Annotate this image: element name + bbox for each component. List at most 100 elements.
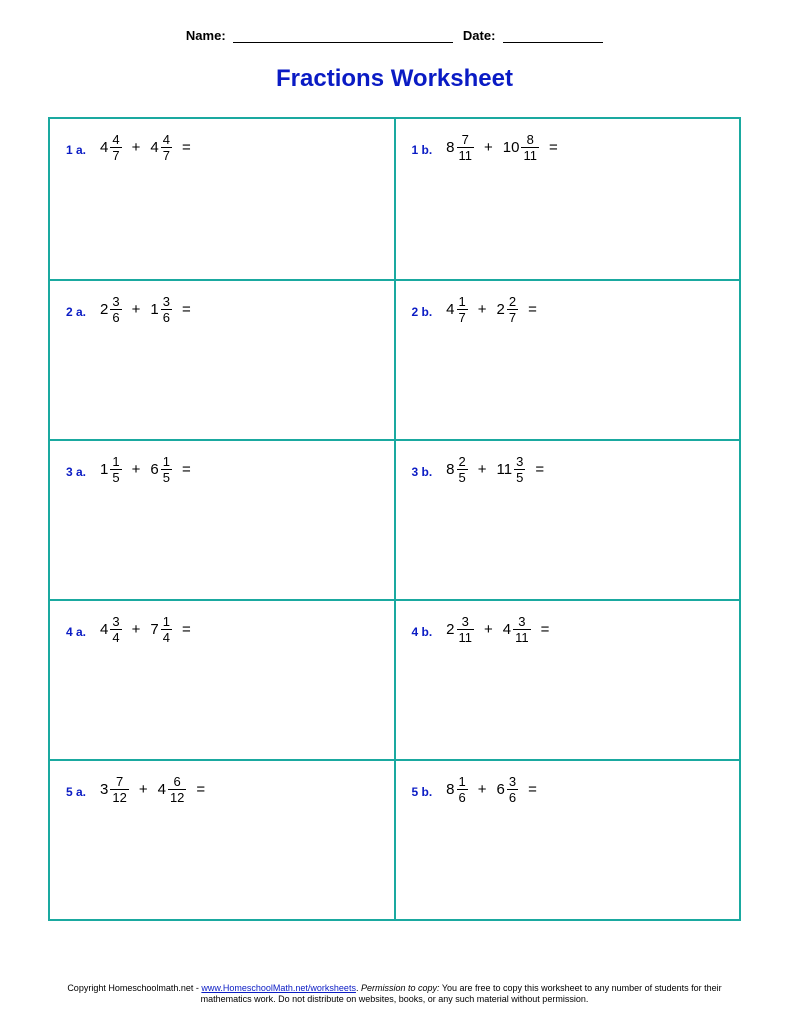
problem-label: 2 b. bbox=[412, 305, 433, 319]
mixed-number: 136 bbox=[150, 295, 172, 324]
mixed-number: 816 bbox=[446, 775, 468, 804]
mixed-number: 615 bbox=[150, 455, 172, 484]
whole-part: 4 bbox=[158, 781, 166, 798]
fraction: 36 bbox=[161, 295, 172, 324]
header-line: Name: Date: bbox=[48, 28, 741, 43]
mixed-number: 4612 bbox=[158, 775, 187, 804]
whole-part: 3 bbox=[100, 781, 108, 798]
fraction: 15 bbox=[110, 455, 121, 484]
page-title: Fractions Worksheet bbox=[48, 65, 741, 93]
denominator: 7 bbox=[161, 147, 172, 162]
problem-cell: 1 a.447+447= bbox=[50, 119, 394, 279]
denominator: 5 bbox=[457, 469, 468, 484]
numerator: 7 bbox=[114, 775, 125, 789]
fraction: 47 bbox=[161, 133, 172, 162]
equals-sign: = bbox=[182, 461, 191, 478]
operator: + bbox=[478, 301, 487, 318]
mixed-number: 4311 bbox=[503, 615, 531, 644]
fraction: 36 bbox=[507, 775, 518, 804]
problem-row: 2 a.236+136=2 b.417+227= bbox=[50, 279, 739, 439]
denominator: 11 bbox=[457, 629, 475, 644]
problem-row: 4 a.434+714=4 b.2311+4311= bbox=[50, 599, 739, 759]
whole-part: 4 bbox=[150, 139, 158, 156]
denominator: 5 bbox=[110, 469, 121, 484]
footer-permission-label: Permission to copy: bbox=[361, 983, 440, 993]
mixed-number: 8711 bbox=[446, 133, 474, 162]
denominator: 12 bbox=[110, 789, 128, 804]
numerator: 7 bbox=[460, 133, 471, 147]
mixed-number: 434 bbox=[100, 615, 122, 644]
numerator: 3 bbox=[460, 615, 471, 629]
fraction: 15 bbox=[161, 455, 172, 484]
denominator: 6 bbox=[161, 309, 172, 324]
whole-part: 4 bbox=[503, 621, 511, 638]
mixed-number: 447 bbox=[100, 133, 122, 162]
problem-label: 1 a. bbox=[66, 143, 86, 157]
denominator: 6 bbox=[507, 789, 518, 804]
problem-label: 4 a. bbox=[66, 625, 86, 639]
mixed-number: 3712 bbox=[100, 775, 129, 804]
whole-part: 2 bbox=[497, 301, 505, 318]
expression: 417+227= bbox=[446, 295, 541, 324]
fraction: 14 bbox=[161, 615, 172, 644]
numerator: 6 bbox=[172, 775, 183, 789]
numerator: 4 bbox=[110, 133, 121, 147]
numerator: 3 bbox=[161, 295, 172, 309]
whole-part: 11 bbox=[497, 461, 513, 478]
footer-link[interactable]: www.HomeschoolMath.net/worksheets bbox=[201, 983, 356, 993]
numerator: 3 bbox=[110, 295, 121, 309]
denominator: 4 bbox=[110, 629, 121, 644]
mixed-number: 115 bbox=[100, 455, 122, 484]
mixed-number: 2311 bbox=[446, 615, 474, 644]
denominator: 7 bbox=[457, 309, 468, 324]
operator: + bbox=[478, 781, 487, 798]
name-blank bbox=[233, 30, 453, 43]
whole-part: 7 bbox=[150, 621, 158, 638]
numerator: 1 bbox=[161, 455, 172, 469]
fraction: 36 bbox=[110, 295, 121, 324]
mixed-number: 714 bbox=[150, 615, 172, 644]
whole-part: 6 bbox=[150, 461, 158, 478]
equals-sign: = bbox=[541, 621, 550, 638]
whole-part: 1 bbox=[150, 301, 158, 318]
equals-sign: = bbox=[196, 781, 205, 798]
denominator: 6 bbox=[457, 789, 468, 804]
mixed-number: 447 bbox=[150, 133, 172, 162]
numerator: 1 bbox=[161, 615, 172, 629]
equals-sign: = bbox=[182, 301, 191, 318]
numerator: 3 bbox=[516, 615, 527, 629]
whole-part: 8 bbox=[446, 139, 454, 156]
denominator: 11 bbox=[521, 147, 539, 162]
fraction: 612 bbox=[168, 775, 186, 804]
operator: + bbox=[132, 621, 141, 638]
mixed-number: 417 bbox=[446, 295, 468, 324]
problem-cell: 5 a.3712+4612= bbox=[50, 761, 394, 919]
date-label: Date: bbox=[463, 28, 496, 43]
expression: 3712+4612= bbox=[100, 775, 209, 804]
denominator: 7 bbox=[507, 309, 518, 324]
problem-label: 5 b. bbox=[412, 785, 433, 799]
numerator: 1 bbox=[457, 295, 468, 309]
denominator: 5 bbox=[514, 469, 525, 484]
expression: 434+714= bbox=[100, 615, 195, 644]
whole-part: 1 bbox=[100, 461, 108, 478]
denominator: 4 bbox=[161, 629, 172, 644]
footer: Copyright Homeschoolmath.net - www.Homes… bbox=[48, 983, 741, 1006]
fraction: 34 bbox=[110, 615, 121, 644]
problem-label: 5 a. bbox=[66, 785, 86, 799]
operator: + bbox=[478, 461, 487, 478]
operator: + bbox=[484, 621, 493, 638]
equals-sign: = bbox=[182, 139, 191, 156]
problem-grid: 1 a.447+447=1 b.8711+10811=2 a.236+136=2… bbox=[48, 117, 741, 921]
operator: + bbox=[484, 139, 493, 156]
fraction: 25 bbox=[457, 455, 468, 484]
numerator: 4 bbox=[161, 133, 172, 147]
problem-row: 3 a.115+615=3 b.825+1135= bbox=[50, 439, 739, 599]
whole-part: 4 bbox=[446, 301, 454, 318]
fraction: 17 bbox=[457, 295, 468, 324]
date-blank bbox=[503, 30, 603, 43]
expression: 236+136= bbox=[100, 295, 195, 324]
denominator: 12 bbox=[168, 789, 186, 804]
problem-cell: 2 b.417+227= bbox=[394, 281, 740, 439]
expression: 8711+10811= bbox=[446, 133, 562, 162]
